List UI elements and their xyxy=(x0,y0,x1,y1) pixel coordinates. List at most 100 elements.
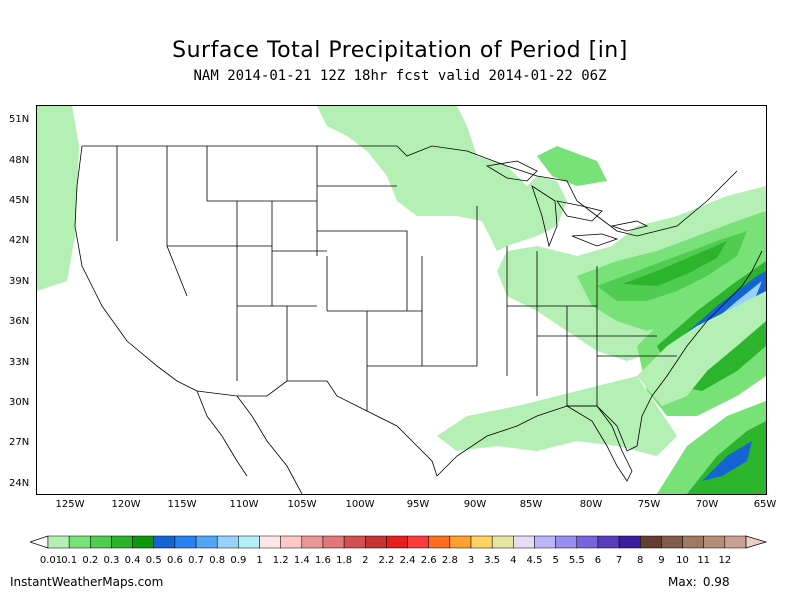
colorbar-swatch xyxy=(491,535,514,549)
colorbar-swatch xyxy=(111,535,133,549)
lat-label: 27N xyxy=(9,437,30,448)
colorbar-tick-label: 0.8 xyxy=(209,555,226,566)
lon-label: 115W xyxy=(167,499,197,510)
colorbar-swatch xyxy=(90,535,112,549)
colorbar-swatch xyxy=(301,535,324,549)
colorbar-swatch xyxy=(555,535,578,549)
lon-label: 85W xyxy=(519,499,543,510)
colorbar-swatch xyxy=(322,535,345,549)
colorbar-swatch xyxy=(513,535,535,549)
colorbar-tick-label: 7 xyxy=(615,555,623,566)
lon-label: 105W xyxy=(287,499,317,510)
lat-label: 48N xyxy=(9,155,30,166)
florida xyxy=(565,405,633,482)
lon-label: 100W xyxy=(345,499,375,510)
colorbar-swatch xyxy=(639,535,662,549)
colorbar-tick-label: 12 xyxy=(718,555,732,566)
colorbar-swatch xyxy=(449,535,472,549)
colorbar-tick-label: 8 xyxy=(637,555,644,566)
great-lakes xyxy=(485,160,649,248)
lat-label: 30N xyxy=(9,397,30,408)
precip-area-southeast xyxy=(437,376,677,456)
site-credit: InstantWeatherMaps.com xyxy=(10,575,164,589)
colorbar-swatch xyxy=(259,535,281,549)
colorbar-tick-label: 0.9 xyxy=(230,555,247,566)
colorbar-swatch xyxy=(238,535,260,549)
us-mexico-border xyxy=(196,380,438,477)
colorbar-swatch xyxy=(724,535,747,549)
lon-label: 110W xyxy=(229,499,259,510)
precipitation-layer xyxy=(37,106,766,494)
colorbar-swatch xyxy=(703,535,726,549)
lat-label: 42N xyxy=(9,235,30,246)
colorbar-tick-label: 3.5 xyxy=(484,555,501,566)
max-value: 0.98 xyxy=(702,575,730,589)
colorbar-tick-label: 2.6 xyxy=(420,555,437,566)
colorbar-swatch xyxy=(280,535,303,549)
map-canvas xyxy=(37,106,766,494)
lon-label: 125W xyxy=(55,499,85,510)
colorbar-tick-label: 1 xyxy=(256,555,263,566)
colorbar-tick-label: 0.01 xyxy=(39,555,63,566)
max-label: Max: xyxy=(668,575,697,589)
colorbar-swatch xyxy=(216,535,239,549)
precip-area-south-offshore-blue xyxy=(702,441,752,481)
lon-label: 120W xyxy=(111,499,141,510)
colorbar-min-arrow xyxy=(30,535,49,549)
colorbar-swatch xyxy=(428,535,451,549)
precip-area-carolinas xyxy=(637,291,766,406)
colorbar-tick-label: 4 xyxy=(510,555,517,566)
gulf-coast xyxy=(436,250,763,477)
colorbar-tick-label: 0.3 xyxy=(103,555,120,566)
colorbar-swatch xyxy=(470,535,493,549)
lat-label: 36N xyxy=(9,316,30,327)
colorbar-tick-label: 4.5 xyxy=(526,555,543,566)
west-coast xyxy=(74,145,198,392)
us-canada-border xyxy=(82,145,738,237)
colorbar-swatch xyxy=(618,535,641,549)
colorbar-tick-label: 2.2 xyxy=(378,555,395,566)
max-value-readout: Max: 0.98 xyxy=(668,575,730,589)
colorbar-tick-label: 0.5 xyxy=(145,555,162,566)
colorbar-tick-label: 0.4 xyxy=(124,555,141,566)
colorbar-tick-label: 5.5 xyxy=(568,555,585,566)
precip-area-north xyxy=(317,106,567,251)
precip-area-ridge xyxy=(622,241,727,286)
colorbar-swatch xyxy=(47,535,70,549)
state-lines xyxy=(116,146,677,411)
colorbar-tick-label: 1.8 xyxy=(336,555,353,566)
colorbar-tick-label: 1.4 xyxy=(293,555,310,566)
map-title: Surface Total Precipitation of Period [i… xyxy=(172,38,628,63)
colorbar-tick-label: 5 xyxy=(552,555,559,566)
colorbar-tick-label: 2 xyxy=(362,555,369,566)
colorbar-tick-label: 9 xyxy=(658,555,665,566)
colorbar-swatch xyxy=(682,535,704,549)
lon-label: 95W xyxy=(406,499,430,510)
lat-label: 24N xyxy=(9,478,30,489)
colorbar-swatch xyxy=(132,535,155,549)
lon-label: 90W xyxy=(463,499,487,510)
state-boundaries xyxy=(74,145,763,494)
colorbar-tick-label: 10 xyxy=(676,555,689,566)
precipitation-map xyxy=(36,105,767,495)
colorbar-tick-label: 1.2 xyxy=(272,555,289,566)
colorbar-swatch xyxy=(365,535,387,549)
colorbar-tick-label: 0.2 xyxy=(82,555,99,566)
lon-label: 70W xyxy=(695,499,719,510)
colorbar-tick-label: 2.8 xyxy=(441,555,458,566)
baja xyxy=(196,390,248,477)
lat-label: 45N xyxy=(9,195,30,206)
map-subtitle: NAM 2014-01-21 12Z 18hr fcst valid 2014-… xyxy=(193,68,607,84)
lon-label: 75W xyxy=(637,499,661,510)
colorbar-tick-label: 0.6 xyxy=(166,555,183,566)
colorbar-swatch xyxy=(661,535,683,549)
colorbar-swatch xyxy=(195,535,218,549)
colorbar-max-arrow xyxy=(745,535,768,549)
colorbar-tick-label: 1.6 xyxy=(315,555,331,566)
lon-label: 80W xyxy=(579,499,603,510)
mexico-interior xyxy=(236,395,303,494)
precip-area-canada-mid xyxy=(537,146,607,186)
lat-label: 39N xyxy=(9,276,30,287)
lat-label: 51N xyxy=(9,114,30,125)
colorbar-tick-label: 6 xyxy=(594,555,602,566)
